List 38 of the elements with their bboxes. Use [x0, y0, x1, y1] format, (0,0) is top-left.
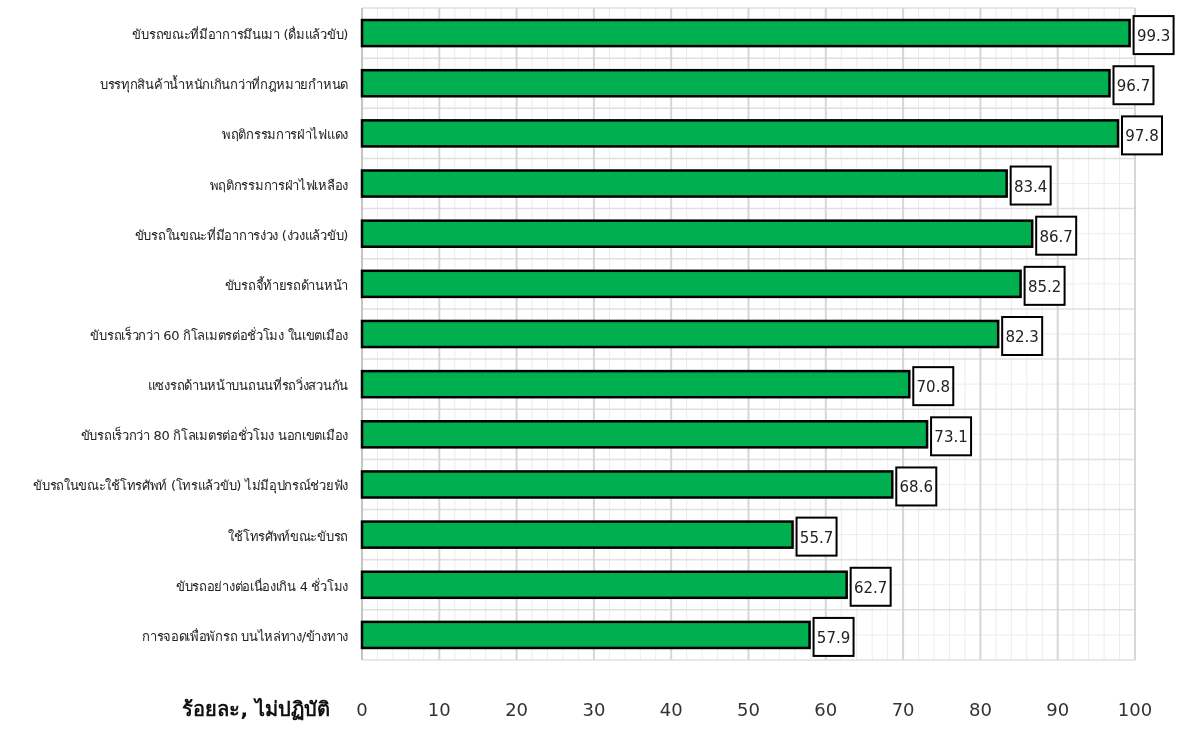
x-tick-label: 100 — [1117, 699, 1153, 720]
y-tick-label: พฤติกรรมการฝ่าไฟแดง — [222, 127, 349, 143]
data-label: 62.7 — [853, 578, 888, 597]
data-label: 99.3 — [1136, 27, 1171, 46]
data-label: 55.7 — [799, 528, 834, 547]
y-tick-label: ขับรถอย่างต่อเนื่องเกิน 4 ชั่วโมง — [175, 577, 349, 594]
x-tick-label: 60 — [814, 699, 838, 720]
x-axis-title: ร้อยละ, ไม่ปฏิบัติ — [182, 697, 330, 721]
data-label: 70.8 — [916, 378, 950, 397]
y-tick-label: ขับรถในขณะที่มีอาการง่วง (ง่วงแล้วขับ) — [134, 226, 348, 243]
y-tick-label: ขับรถในขณะใช้โทรศัพท์ (โทรแล้วขับ) ไม่มีอุปกรณ์ช่วยฟัง — [33, 478, 349, 495]
data-label: 83.4 — [1013, 177, 1048, 196]
x-tick-label: 0 — [356, 699, 368, 720]
y-tick-label: แซงรถด้านหน้าบนถนนที่รถวิ่งสวนกัน — [147, 377, 349, 394]
x-tick-label: 40 — [659, 699, 683, 720]
data-label: 97.8 — [1125, 127, 1159, 146]
y-tick-label: ขับรถเร็วกว่า 80 กิโลเมตรต่อชั่วโมง นอกเขตเมือง — [80, 426, 349, 444]
y-tick-label: ขับรถขณะที่มีอาการมึนเมา (ดื่มแล้วขับ) — [132, 26, 348, 43]
x-tick-label: 70 — [891, 699, 915, 720]
data-label: 73.1 — [934, 428, 968, 447]
x-tick-label: 80 — [968, 699, 992, 720]
y-tick-label: การจอดเพื่อพักรถ บนไหล่ทาง/ข้างทาง — [142, 627, 349, 644]
x-tick-label: 10 — [427, 699, 451, 720]
data-label: 86.7 — [1039, 227, 1073, 246]
data-label: 82.3 — [1005, 328, 1039, 346]
x-tick-label: 30 — [582, 699, 606, 720]
y-tick-label: บรรทุกสินค้าน้ำหนักเกินกว่าที่กฎหมายกำหนด — [99, 75, 349, 94]
data-label: 85.2 — [1027, 277, 1062, 296]
y-tick-label: ใช้โทรศัพท์ขณะขับรถ — [228, 528, 348, 544]
x-tick-label: 20 — [505, 699, 529, 720]
data-label: 96.7 — [1116, 77, 1151, 96]
y-tick-label: ขับรถจี้ท้ายรถด้านหน้า — [224, 275, 349, 293]
y-tick-label: พฤติกรรมการฝ่าไฟเหลือง — [209, 177, 349, 193]
data-label: 57.9 — [816, 628, 851, 647]
y-tick-label: ขับรถเร็วกว่า 60 กิโลเมตรต่อชั่วโมง ในเขตเมือง — [90, 326, 349, 343]
x-tick-label: 90 — [1046, 699, 1070, 720]
x-tick-label: 50 — [737, 699, 760, 720]
data-label: 68.6 — [899, 478, 933, 497]
